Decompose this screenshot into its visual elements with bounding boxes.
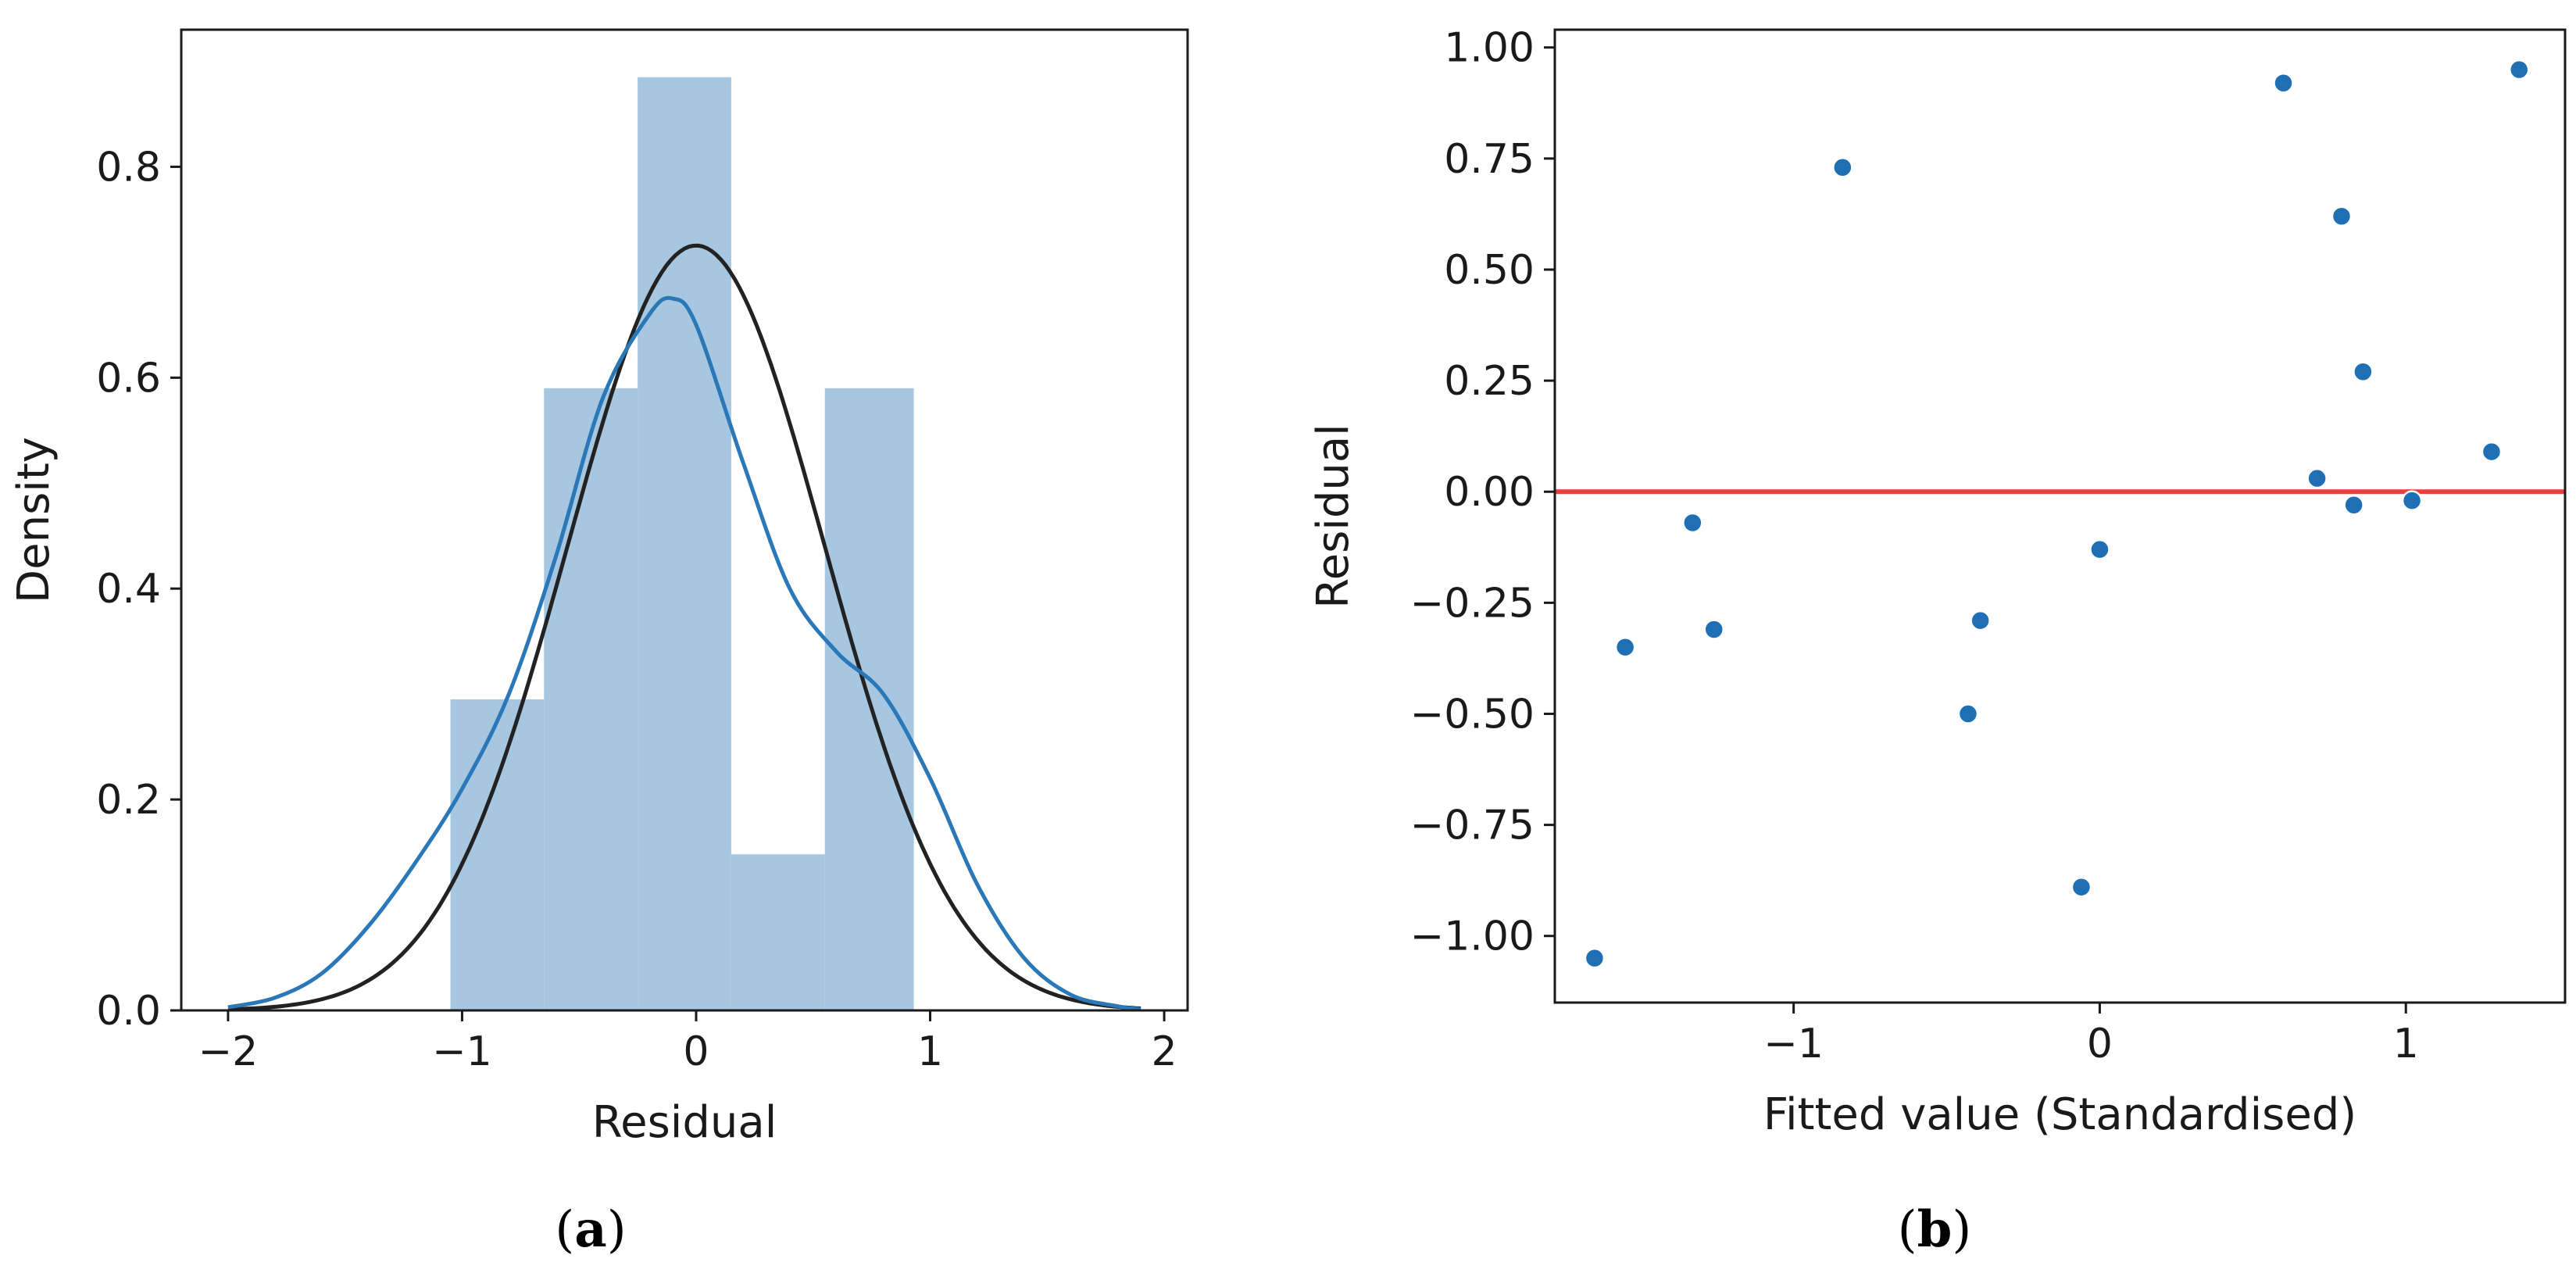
- scatter-point: [2343, 495, 2364, 516]
- scatter-point: [2401, 490, 2423, 511]
- plot-frame-a: [180, 28, 1189, 1012]
- scatter-point: [2508, 59, 2530, 80]
- scatter-point: [1614, 636, 1636, 658]
- x-axis-label-a: Residual: [592, 1097, 777, 1148]
- y-tick-label: −0.75: [1410, 803, 1535, 849]
- scatter-point: [2481, 441, 2503, 463]
- y-tick-label: 0.8: [96, 144, 161, 191]
- x-axis-ticks-b: −1 0 1: [1763, 1003, 2419, 1067]
- scatter-point: [2089, 538, 2110, 560]
- y-axis-ticks-a: 0.0 0.2 0.4 0.6 0.8: [96, 144, 181, 1035]
- scatter-point: [1682, 512, 1703, 534]
- x-tick-label: 0: [2087, 1021, 2113, 1067]
- scatter-point: [1832, 156, 1853, 178]
- x-tick-label: 1: [2393, 1021, 2419, 1067]
- scatter-point: [1584, 947, 1606, 969]
- y-tick-label: 0.25: [1444, 358, 1535, 405]
- y-tick-label: 0.2: [96, 777, 161, 824]
- y-axis-label-b: Residual: [1308, 424, 1359, 609]
- y-tick-label: 0.00: [1444, 469, 1535, 516]
- y-axis-ticks-b: −1.00 −0.75 −0.50 −0.25 0.00 0.25 0.50 0.75 1.00: [1410, 25, 1555, 960]
- panel-a-histogram: −2 −1 0 1 2 0.0 0.2 0.4 0.6 0.8 Residual Density…: [9, 28, 1189, 1259]
- histogram-bar: [544, 388, 638, 1010]
- histogram-bar: [731, 854, 825, 1010]
- y-tick-label: −1.00: [1410, 914, 1535, 960]
- panel-label-a: (a): [555, 1200, 626, 1259]
- panel-letter-b: b: [1917, 1200, 1953, 1259]
- scatter-point: [2273, 72, 2294, 94]
- y-tick-label: −0.25: [1410, 580, 1535, 627]
- x-tick-label: 0: [683, 1028, 709, 1075]
- scatter-point: [2331, 206, 2353, 227]
- y-axis-label-a: Density: [9, 437, 59, 603]
- scatter-point: [2306, 467, 2328, 489]
- x-tick-label: −1: [432, 1028, 492, 1075]
- x-tick-label: 1: [917, 1028, 943, 1075]
- kde-curve: [227, 295, 1142, 1012]
- x-tick-label: 2: [1151, 1028, 1177, 1075]
- y-tick-label: −0.50: [1410, 691, 1535, 738]
- y-tick-label: 1.00: [1444, 25, 1535, 72]
- y-tick-label: 0.4: [96, 566, 161, 613]
- y-tick-label: 0.6: [96, 355, 161, 402]
- x-tick-label: −2: [198, 1028, 259, 1075]
- x-axis-ticks-a: −2 −1 0 1 2: [198, 1010, 1177, 1075]
- panel-letter-a: a: [574, 1200, 606, 1259]
- x-axis-label-b: Fitted value (Standardised): [1763, 1089, 2356, 1140]
- normal-fit-curve: [227, 243, 1142, 1012]
- plot-frame-b: [1553, 28, 2567, 1004]
- scatter-point: [1957, 703, 1979, 724]
- y-tick-label: 0.75: [1444, 136, 1535, 183]
- histogram-bar: [638, 77, 731, 1010]
- histogram-bars: [450, 77, 914, 1010]
- panel-label-b: (b): [1898, 1200, 1972, 1259]
- x-tick-label: −1: [1763, 1021, 1824, 1067]
- y-tick-label: 0.0: [96, 988, 161, 1035]
- y-tick-label: 0.50: [1444, 247, 1535, 294]
- scatter-point: [2353, 361, 2374, 382]
- scatter-points: [1584, 59, 2530, 969]
- scatter-point: [1703, 619, 1724, 640]
- panel-b-scatter: −1 0 1 −1.00 −0.75 −0.50 −0.25 0.00 0.25 0.50 0.7…: [1308, 25, 2567, 1259]
- scatter-point: [1970, 610, 1991, 631]
- scatter-point: [2070, 876, 2092, 898]
